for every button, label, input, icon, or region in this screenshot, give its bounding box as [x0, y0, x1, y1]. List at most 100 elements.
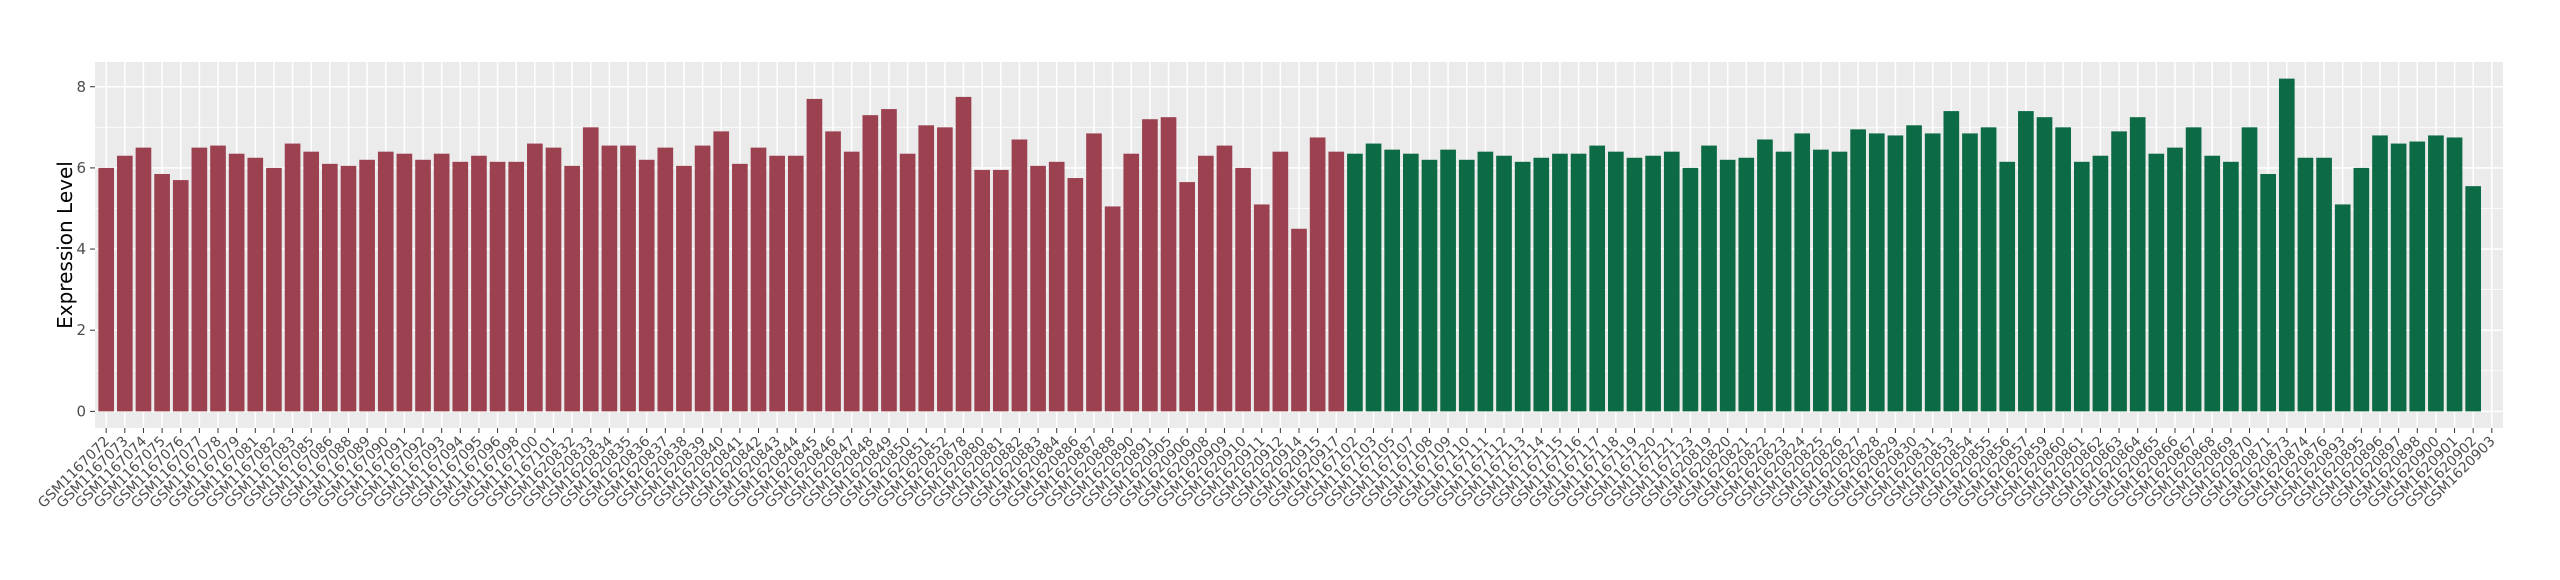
bar	[694, 145, 711, 412]
bar	[359, 159, 375, 412]
bar	[992, 169, 1009, 412]
bar	[1365, 143, 1382, 412]
bar	[2241, 127, 2258, 412]
bar	[1719, 159, 1736, 412]
bar	[545, 147, 562, 412]
bar	[1906, 125, 1922, 412]
bar	[2167, 147, 2183, 412]
bar	[2111, 131, 2127, 412]
bar	[1962, 133, 1978, 412]
bar	[1328, 151, 1345, 412]
bar	[955, 96, 972, 412]
bar	[1197, 155, 1214, 412]
bar	[415, 159, 431, 412]
bar	[2353, 167, 2370, 412]
bar	[862, 115, 879, 412]
bar	[1552, 153, 1568, 412]
bar	[974, 169, 990, 412]
bar	[452, 161, 469, 412]
bar	[750, 147, 767, 412]
bar	[1887, 135, 1904, 412]
bar	[340, 165, 357, 412]
bar	[2372, 135, 2388, 412]
bar	[2223, 161, 2239, 412]
bar	[899, 153, 916, 412]
bar	[825, 131, 841, 412]
bar	[1570, 153, 1587, 412]
bar	[1458, 159, 1475, 412]
y-tick-label: 0	[76, 402, 86, 420]
bar	[620, 145, 636, 412]
bar	[1626, 157, 1643, 412]
bar	[135, 147, 152, 412]
bar	[1030, 165, 1046, 412]
bar	[732, 163, 748, 412]
bar	[1104, 206, 1121, 412]
bar	[1291, 228, 1307, 412]
bar	[881, 109, 897, 412]
bar	[247, 157, 264, 412]
bar	[2446, 137, 2463, 412]
bar	[1533, 157, 1550, 412]
bar	[2204, 155, 2221, 412]
bar	[1757, 139, 1773, 412]
bar	[1440, 149, 1456, 412]
bar	[657, 147, 674, 412]
bar	[228, 153, 245, 412]
bar	[172, 180, 189, 412]
bar	[1924, 133, 1941, 412]
bar	[2260, 173, 2276, 412]
bar	[676, 165, 692, 412]
bar	[1775, 151, 1792, 412]
bar	[2316, 157, 2332, 412]
bar	[433, 153, 450, 412]
bar	[527, 143, 543, 412]
bar	[1645, 155, 1661, 412]
bar	[2073, 161, 2090, 412]
y-axis-label: Expression Level	[53, 161, 77, 329]
bar	[377, 151, 394, 412]
bar	[1347, 153, 1363, 412]
bar	[1831, 151, 1848, 412]
bar	[1589, 145, 1606, 412]
bar	[918, 125, 935, 412]
bar	[1999, 161, 2016, 412]
bar	[2129, 117, 2146, 412]
bar	[2148, 153, 2165, 412]
bar	[769, 155, 785, 412]
y-tick-label: 8	[76, 78, 86, 96]
bar	[1048, 161, 1065, 412]
y-tick-label: 6	[76, 159, 86, 177]
bar	[1216, 145, 1233, 412]
bar	[154, 173, 170, 412]
bar	[713, 131, 730, 412]
bar	[1701, 145, 1717, 412]
bar	[2278, 78, 2295, 412]
bar	[1272, 151, 1289, 412]
bar	[2334, 204, 2351, 412]
bar	[937, 127, 953, 412]
bar	[1179, 182, 1196, 412]
bar	[471, 155, 487, 412]
bar	[191, 147, 208, 412]
bar	[116, 155, 133, 412]
bar	[1384, 149, 1401, 412]
bar	[1813, 149, 1829, 412]
bar	[601, 145, 618, 412]
bar	[564, 165, 580, 412]
bar	[638, 159, 655, 412]
bar	[806, 98, 823, 412]
bar	[1011, 139, 1028, 412]
bar	[98, 167, 115, 412]
bar	[1086, 133, 1102, 412]
bar	[1253, 204, 1270, 412]
bar	[2055, 127, 2071, 412]
bar	[508, 161, 525, 412]
y-tick-label: 2	[76, 321, 86, 339]
bar	[2036, 117, 2053, 412]
bar	[2428, 135, 2444, 412]
bar	[284, 143, 301, 412]
bar	[1421, 159, 1438, 412]
bar	[1142, 119, 1158, 412]
